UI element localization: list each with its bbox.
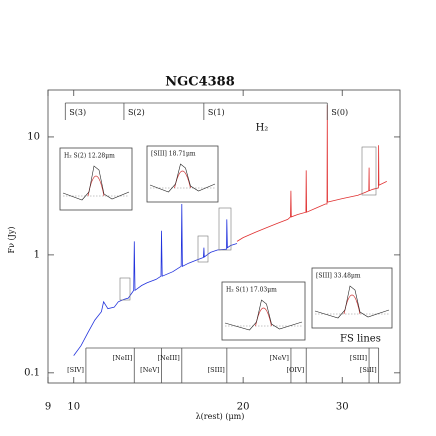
inset-profile (314, 285, 390, 319)
inset-profile (224, 299, 303, 331)
fs-line-label: [OIV] (287, 366, 305, 374)
y-tick-label: 0.1 (24, 367, 40, 378)
chart-title: NGC4388 (165, 75, 235, 90)
inset-box (59, 147, 133, 211)
h2-line-label: S(0) (331, 108, 348, 117)
h2-line-label: S(1) (208, 108, 225, 117)
inset-profile (62, 165, 130, 201)
x-axis-label: λ(rest) (μm) (196, 412, 245, 421)
y-tick-label: 1 (34, 249, 40, 260)
fs-line-label: [SiII] (360, 366, 377, 374)
fs-line-label: [NeII] (113, 354, 133, 362)
fs-line-label: [NeV] (140, 366, 159, 374)
inset-box (311, 267, 393, 329)
fs-line-label: [SIII] (208, 366, 225, 374)
inset-marker (361, 146, 377, 196)
y-axis-label: Fν (Jy) (7, 227, 16, 254)
h2-line-label: S(2) (128, 108, 145, 117)
x-tick-label: 20 (237, 402, 250, 413)
h2-line-label: S(3) (69, 108, 86, 117)
spectrum-line (73, 203, 238, 356)
inset-box (221, 281, 306, 341)
x-tick-label: 10 (67, 402, 80, 413)
y-tick-label: 10 (27, 131, 40, 142)
plot-frame (47, 89, 401, 384)
inset-profile (149, 163, 216, 193)
inset-marker (197, 235, 209, 263)
spectrum-line (236, 105, 387, 242)
inset-label: [SIII] 33.48μm (316, 273, 361, 280)
inset-marker (119, 277, 131, 301)
inset-box (146, 145, 219, 203)
inset-label: H₂ S(1) 17.03μm (226, 287, 277, 294)
inset-marker (218, 207, 232, 251)
inset-label: H₂ S(2) 12.28μm (64, 153, 115, 160)
inset-label: [SIII] 18.71μm (151, 151, 196, 158)
fs-line-label: [NeIII] (157, 354, 179, 362)
fs-line-label: [SIII] (350, 354, 367, 362)
fs-line-label: [NeV] (270, 354, 289, 362)
h2-label: H₂ (256, 123, 269, 134)
x-tick-label: 30 (336, 402, 349, 413)
fs-line-label: [SIV] (67, 366, 84, 374)
fs-label: FS lines (340, 334, 381, 345)
x-tick-label: 9 (45, 402, 51, 413)
